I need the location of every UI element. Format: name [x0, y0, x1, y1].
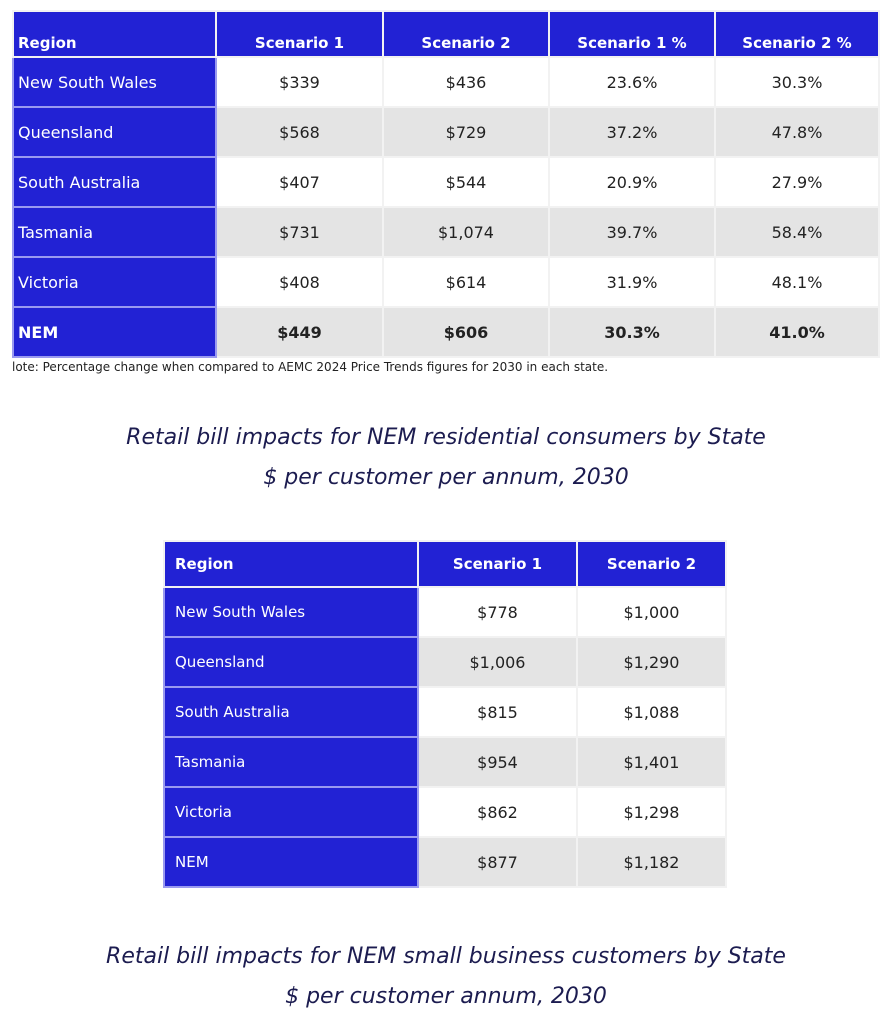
table-row: NEM $449 $606 30.3% 41.0%: [12, 306, 880, 358]
caption-business-title: Retail bill impacts for NEM small busine…: [106, 944, 786, 969]
value-cell: 39.7%: [548, 206, 716, 258]
value-cell: $815: [417, 686, 578, 738]
table-row: Victoria $862 $1,298: [163, 786, 727, 838]
value-cell: $606: [382, 306, 550, 358]
value-cell: $731: [215, 206, 384, 258]
table-row: South Australia $407 $544 20.9% 27.9%: [12, 156, 880, 208]
region-cell: Tasmania: [12, 206, 217, 258]
column-header: Scenario 1 %: [548, 10, 716, 58]
region-cell: South Australia: [12, 156, 217, 208]
table-row: Tasmania $954 $1,401: [163, 736, 727, 788]
region-cell: Victoria: [163, 786, 419, 838]
value-cell: $1,290: [576, 636, 727, 688]
value-cell: $449: [215, 306, 384, 358]
table-row: Queensland $1,006 $1,290: [163, 636, 727, 688]
value-cell: $614: [382, 256, 550, 308]
value-cell: 47.8%: [714, 106, 880, 158]
table-header-row: Region Scenario 1 Scenario 2: [163, 540, 727, 588]
value-cell: $544: [382, 156, 550, 208]
small-business-bill-table: Region Scenario 1 Scenario 2 New South W…: [163, 540, 727, 888]
column-header: Scenario 1: [215, 10, 384, 58]
value-cell: 31.9%: [548, 256, 716, 308]
value-cell: $1,298: [576, 786, 727, 838]
value-cell: $339: [215, 56, 384, 108]
value-cell: 27.9%: [714, 156, 880, 208]
value-cell: $1,006: [417, 636, 578, 688]
table-note: lote: Percentage change when compared to…: [12, 360, 609, 374]
value-cell: $877: [417, 836, 578, 888]
region-cell: NEM: [12, 306, 217, 358]
value-cell: $862: [417, 786, 578, 838]
value-cell: $407: [215, 156, 384, 208]
table-row: Victoria $408 $614 31.9% 48.1%: [12, 256, 880, 308]
column-header: Scenario 2: [576, 540, 727, 588]
value-cell: 58.4%: [714, 206, 880, 258]
region-cell: Queensland: [12, 106, 217, 158]
region-cell: NEM: [163, 836, 419, 888]
value-cell: 48.1%: [714, 256, 880, 308]
region-cell: Tasmania: [163, 736, 419, 788]
residential-bill-table: Region Scenario 1 Scenario 2 Scenario 1 …: [12, 10, 880, 358]
value-cell: 37.2%: [548, 106, 716, 158]
region-cell: New South Wales: [163, 586, 419, 638]
value-cell: 30.3%: [548, 306, 716, 358]
caption-business-subtitle: $ per customer annum, 2030: [285, 984, 607, 1009]
column-header: Scenario 2: [382, 10, 550, 58]
region-cell: Queensland: [163, 636, 419, 688]
value-cell: $1,182: [576, 836, 727, 888]
value-cell: $1,074: [382, 206, 550, 258]
value-cell: 41.0%: [714, 306, 880, 358]
column-header: Region: [163, 540, 419, 588]
column-header: Scenario 1: [417, 540, 578, 588]
value-cell: $954: [417, 736, 578, 788]
value-cell: $729: [382, 106, 550, 158]
table-header-row: Region Scenario 1 Scenario 2 Scenario 1 …: [12, 10, 880, 58]
column-header: Scenario 2 %: [714, 10, 880, 58]
value-cell: 23.6%: [548, 56, 716, 108]
value-cell: $408: [215, 256, 384, 308]
region-cell: South Australia: [163, 686, 419, 738]
table-row: Tasmania $731 $1,074 39.7% 58.4%: [12, 206, 880, 258]
value-cell: $1,088: [576, 686, 727, 738]
region-cell: Victoria: [12, 256, 217, 308]
value-cell: 20.9%: [548, 156, 716, 208]
table-row: NEM $877 $1,182: [163, 836, 727, 888]
table-row: South Australia $815 $1,088: [163, 686, 727, 738]
value-cell: $1,401: [576, 736, 727, 788]
value-cell: $778: [417, 586, 578, 638]
table-row: Queensland $568 $729 37.2% 47.8%: [12, 106, 880, 158]
value-cell: $436: [382, 56, 550, 108]
table-row: New South Wales $339 $436 23.6% 30.3%: [12, 56, 880, 108]
region-cell: New South Wales: [12, 56, 217, 108]
caption-residential-title: Retail bill impacts for NEM residential …: [126, 425, 766, 450]
value-cell: $1,000: [576, 586, 727, 638]
value-cell: 30.3%: [714, 56, 880, 108]
value-cell: $568: [215, 106, 384, 158]
column-header: Region: [12, 10, 217, 58]
table-row: New South Wales $778 $1,000: [163, 586, 727, 638]
caption-residential-subtitle: $ per customer per annum, 2030: [263, 465, 629, 490]
